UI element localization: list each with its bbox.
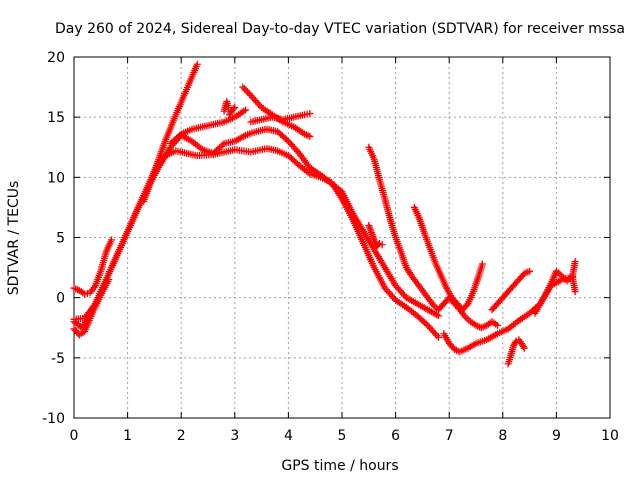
data-point (524, 268, 532, 276)
series-track-n (504, 336, 528, 368)
series-track-c (140, 60, 201, 205)
data-point (434, 333, 442, 341)
x-tick-label: 0 (70, 428, 79, 444)
data-point (176, 131, 184, 139)
data-point (463, 301, 471, 309)
data-point (242, 86, 250, 94)
data-point (244, 88, 252, 96)
series-track-j (410, 203, 486, 314)
x-tick-label: 1 (123, 428, 132, 444)
data-point (434, 312, 442, 320)
grid (74, 57, 610, 418)
data-point (239, 83, 247, 91)
x-tick-label: 2 (177, 428, 186, 444)
x-tick-label: 8 (498, 428, 507, 444)
data-point (519, 343, 527, 351)
y-tick-label: -5 (51, 351, 65, 367)
ticks: 0 1 2 3 4 5 6 7 8 9 10 -10 -5 0 5 10 15 20 (42, 50, 619, 444)
data-point (378, 241, 386, 249)
data-points (70, 60, 579, 368)
series-track-l (488, 267, 534, 314)
series-track-f (247, 110, 314, 126)
data-point (571, 258, 579, 266)
data-point (224, 104, 232, 112)
x-axis-label: GPS time / hours (281, 458, 398, 474)
series-track-h (70, 276, 113, 339)
data-point (240, 85, 248, 93)
x-tick-label: 10 (601, 428, 619, 444)
data-point (431, 302, 439, 310)
y-axis-label: SDTVAR / TECUs (6, 181, 22, 296)
series-track-a (70, 144, 442, 341)
data-point (520, 344, 528, 352)
series-track-g (70, 236, 116, 298)
data-point (422, 320, 430, 328)
series-track-p (225, 104, 239, 119)
data-point (571, 288, 579, 296)
x-tick-label: 7 (445, 428, 454, 444)
data-point (478, 260, 486, 268)
x-tick-label: 9 (552, 428, 561, 444)
x-tick-label: 5 (338, 428, 347, 444)
series-track-o (365, 221, 386, 250)
series-track-m (531, 258, 579, 317)
data-point (245, 90, 253, 98)
data-point (105, 276, 113, 284)
data-point (511, 339, 519, 347)
data-point (526, 267, 534, 275)
y-tick-label: 5 (56, 231, 65, 247)
data-point (493, 321, 501, 329)
data-point (463, 315, 471, 323)
data-point (229, 105, 237, 113)
data-point (306, 132, 314, 140)
series-track-q (220, 98, 232, 115)
y-tick-label: 10 (47, 170, 65, 186)
chart-title: Day 260 of 2024, Sidereal Day-to-day VTE… (55, 21, 625, 37)
x-tick-label: 4 (284, 428, 293, 444)
y-tick-label: 15 (47, 110, 65, 126)
data-point (231, 104, 239, 112)
x-tick-label: 6 (391, 428, 400, 444)
series-track-d (166, 106, 250, 148)
data-point (242, 106, 250, 114)
data-point (283, 136, 291, 144)
y-tick-label: 0 (56, 291, 65, 307)
data-point (219, 141, 227, 149)
data-point (556, 270, 564, 278)
y-tick-label: -10 (42, 411, 65, 427)
data-point (306, 110, 314, 118)
x-tick-label: 3 (230, 428, 239, 444)
data-point (193, 60, 201, 68)
data-point (108, 236, 116, 244)
y-tick-label: 20 (47, 50, 65, 66)
